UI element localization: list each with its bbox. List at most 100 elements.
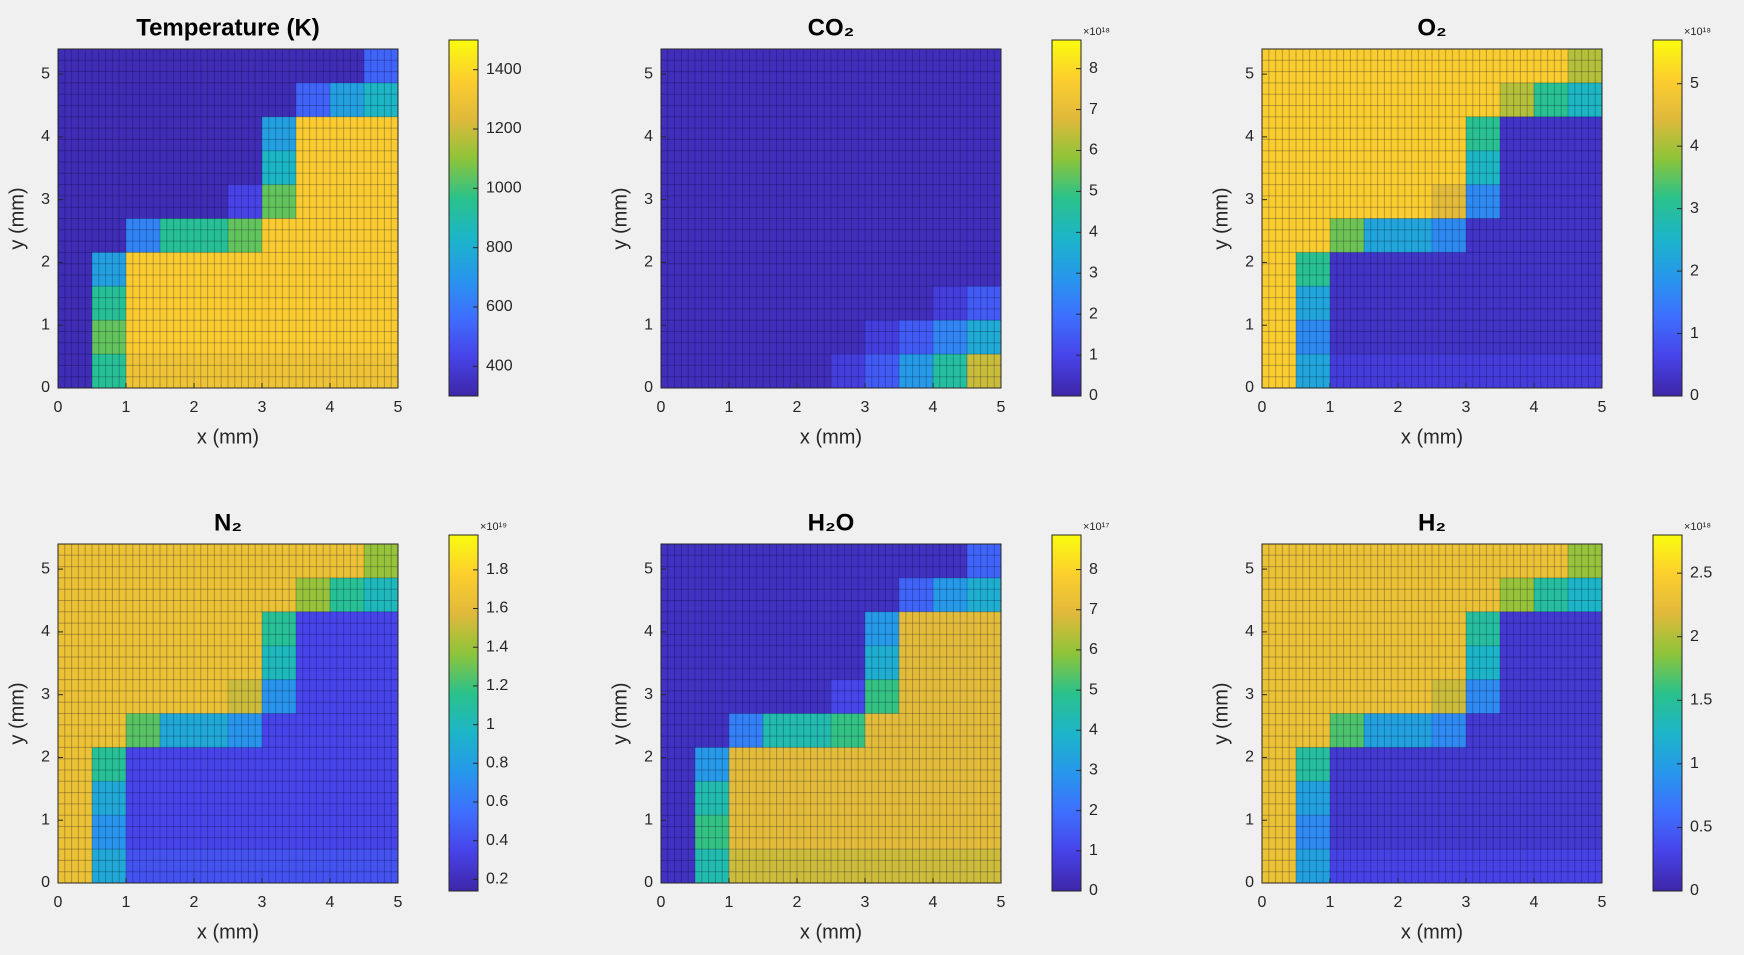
heat-cell: [661, 286, 696, 321]
heat-cell: [1330, 611, 1365, 647]
heat-cell: [296, 184, 331, 219]
heat-cell: [364, 184, 399, 219]
heat-cell: [126, 286, 161, 321]
heat-cell: [1466, 781, 1501, 816]
heat-cell: [1398, 354, 1433, 389]
heat-cell: [899, 849, 934, 884]
heat-cell: [1330, 252, 1365, 287]
heat-cell: [1296, 184, 1331, 219]
heat-cell: [661, 218, 696, 253]
heat-cell: [228, 49, 263, 84]
heat-cell: [1262, 354, 1297, 389]
heat-cell: [1500, 218, 1535, 253]
heat-cell: [797, 611, 832, 647]
heat-cell: [865, 116, 900, 152]
heat-cell: [228, 645, 263, 681]
heat-cell: [661, 184, 696, 219]
x-tick-label: 2: [1394, 399, 1403, 416]
heat-cell: [1432, 577, 1467, 613]
heat-cell: [262, 49, 297, 84]
heat-cell: [763, 577, 798, 613]
heat-cell: [933, 544, 968, 579]
y-tick-label: 5: [41, 65, 50, 82]
heat-cell: [1500, 849, 1535, 884]
heat-cell: [729, 286, 764, 321]
chart-title: Temperature (K): [136, 14, 320, 41]
heat-cell: [160, 713, 195, 748]
heat-cell: [296, 354, 331, 389]
x-tick-label: 2: [190, 399, 199, 416]
colorbar-tick-label: 2.5: [1690, 564, 1712, 581]
heat-cell: [899, 645, 934, 681]
heat-cell: [296, 781, 331, 816]
x-axis-label: x (mm): [197, 426, 259, 448]
heat-cell: [661, 645, 696, 681]
heat-cell: [228, 320, 263, 355]
heat-cell: [899, 252, 934, 287]
heat-cell: [661, 713, 696, 748]
heat-cell: [58, 781, 93, 816]
heat-cell: [695, 82, 730, 118]
y-tick-label: 4: [644, 623, 653, 640]
heat-cell: [1500, 645, 1535, 681]
y-tick-label: 5: [1245, 65, 1254, 82]
heat-cell: [1466, 49, 1501, 84]
heat-cell: [92, 49, 127, 84]
heat-cell: [695, 218, 730, 253]
heat-cell: [1398, 747, 1433, 782]
x-tick-label: 2: [793, 399, 802, 416]
heat-cell: [1296, 577, 1331, 613]
heat-cell: [58, 150, 93, 186]
heat-cell: [330, 286, 365, 321]
heat-cell: [1500, 577, 1535, 613]
heat-cell: [797, 49, 832, 84]
heat-cell: [126, 354, 161, 389]
heat-cell: [58, 320, 93, 355]
x-tick-label: 2: [1394, 894, 1403, 911]
heat-cell: [865, 679, 900, 714]
heat-cell: [126, 544, 161, 579]
x-tick-label: 5: [394, 894, 403, 911]
heat-cell: [1432, 49, 1467, 84]
heat-cell: [1296, 611, 1331, 647]
heat-cell: [1568, 713, 1603, 748]
y-tick-label: 3: [644, 686, 653, 703]
heat-cell: [194, 82, 229, 118]
heat-cell: [1466, 320, 1501, 355]
heat-cell: [695, 252, 730, 287]
heat-cell: [831, 252, 866, 287]
heat-cell: [933, 150, 968, 186]
y-tick-label: 3: [1245, 686, 1254, 703]
heat-cell: [899, 611, 934, 647]
heat-cell: [1534, 184, 1569, 219]
heat-cell: [126, 116, 161, 152]
colorbar-tick-label: 1.2: [486, 677, 508, 694]
heat-cell: [228, 611, 263, 647]
heat-cell: [695, 150, 730, 186]
heat-cell: [1466, 611, 1501, 647]
y-tick-label: 5: [1245, 560, 1254, 577]
heat-cell: [1534, 354, 1569, 389]
heat-cell: [126, 713, 161, 748]
heat-cell: [831, 320, 866, 355]
x-tick-label: 3: [861, 399, 870, 416]
heat-cell: [364, 815, 399, 850]
heat-cell: [160, 49, 195, 84]
heat-cell: [92, 320, 127, 355]
heat-cell: [865, 815, 900, 850]
heat-cell: [228, 354, 263, 389]
heat-cell: [160, 218, 195, 253]
colorbar-tick-label: 2: [1089, 802, 1098, 819]
colorbar-tick-label: 7: [1089, 601, 1098, 618]
heat-cell: [865, 354, 900, 389]
heat-cell: [58, 713, 93, 748]
x-tick-label: 0: [54, 399, 63, 416]
heat-cell: [1500, 116, 1535, 152]
heat-cell: [661, 252, 696, 287]
heat-cell: [1534, 815, 1569, 850]
heat-cell: [933, 849, 968, 884]
heat-cell: [1568, 354, 1603, 389]
heat-cell: [865, 252, 900, 287]
colorbar-tick-label: 4: [1089, 224, 1098, 241]
heat-cell: [330, 354, 365, 389]
